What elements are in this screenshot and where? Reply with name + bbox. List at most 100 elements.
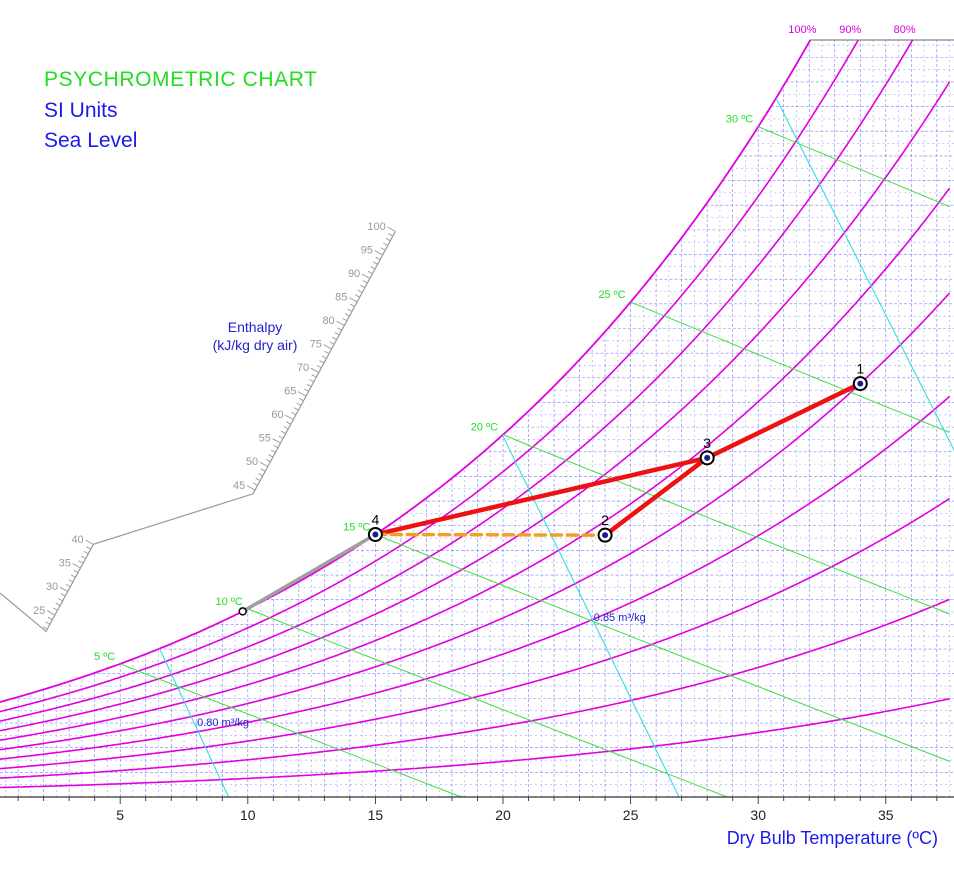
chart-subtitle-altitude: Sea Level — [44, 129, 138, 152]
enthalpy-tick-label: 40 — [71, 534, 83, 546]
rh-curve-100 — [0, 39, 812, 703]
enthalpy-tick-label: 70 — [297, 362, 309, 374]
enthalpy-tick-label: 60 — [271, 409, 283, 421]
enthalpy-tick — [59, 586, 69, 592]
enthalpy-tick — [293, 407, 299, 411]
wet-bulb-label-15: 15 ºC — [343, 521, 370, 533]
enthalpy-tick — [68, 579, 74, 583]
volume-line-0.9 — [775, 97, 954, 452]
enthalpy-tick — [268, 454, 274, 458]
enthalpy-tick — [291, 412, 297, 416]
enthalpy-tick-label: 25 — [33, 605, 45, 617]
enthalpy-tick — [252, 482, 258, 486]
enthalpy-tick — [70, 574, 76, 578]
enthalpy-tick-label: 90 — [348, 268, 360, 280]
enthalpy-tick — [321, 355, 327, 359]
enthalpy-tick-label: 55 — [259, 433, 271, 445]
wet-bulb-line-20 — [502, 434, 950, 615]
process-lines — [240, 381, 863, 614]
enthalpy-tick — [52, 607, 58, 611]
state-point-dot-3 — [704, 454, 711, 461]
enthalpy-tick — [58, 598, 63, 602]
enthalpy-tick — [385, 238, 391, 242]
humidity-grid — [0, 39, 954, 797]
enthalpy-tick-label: 65 — [284, 386, 296, 398]
enthalpy-label-line1: Enthalpy — [227, 319, 283, 335]
volume-line-0.8 — [159, 648, 230, 798]
enthalpy-tick — [272, 438, 281, 444]
enthalpy-tick — [316, 365, 322, 369]
rh-curve-20 — [0, 598, 950, 779]
rh-curve-40 — [0, 395, 951, 760]
enthalpy-tick — [344, 313, 350, 317]
wet-bulb-line-5 — [120, 663, 465, 798]
x-axis: 5 10 15 20 25 30 35 — [0, 796, 954, 823]
enthalpy-tick-label: 30 — [46, 581, 58, 593]
enthalpy-tick — [342, 318, 348, 322]
enthalpy-tick — [278, 435, 284, 439]
enthalpy-tick — [81, 555, 86, 559]
enthalpy-tick — [332, 336, 337, 340]
x-tick-label: 20 — [495, 807, 511, 823]
enthalpy-tick — [85, 539, 94, 545]
enthalpy-tick — [355, 294, 360, 298]
process-line-3-2 — [602, 455, 710, 538]
wet-bulb-label-30: 30 ºC — [726, 114, 753, 126]
enthalpy-tick — [86, 546, 92, 550]
enthalpy-tick — [283, 426, 289, 430]
enthalpy-tick — [255, 477, 261, 481]
enthalpy-scale-line — [0, 231, 396, 633]
wet-bulb-label-25: 25 ºC — [598, 289, 625, 301]
enthalpy-tick — [65, 584, 71, 588]
enthalpy-tick — [347, 308, 353, 312]
enthalpy-tick — [259, 461, 268, 467]
rh-curve-30 — [0, 497, 951, 770]
enthalpy-tick — [329, 341, 335, 345]
enthalpy-tick-label: 85 — [335, 292, 347, 304]
x-tick-label: 35 — [878, 807, 894, 823]
enthalpy-tick — [258, 473, 263, 477]
x-tick-label: 15 — [368, 807, 384, 823]
state-point-dot-4 — [372, 531, 379, 538]
rh-curve-90 — [0, 39, 859, 713]
enthalpy-tick — [388, 233, 394, 237]
rh-label-80: 80% — [894, 24, 916, 36]
enthalpy-tick — [298, 397, 304, 402]
enthalpy-tick — [367, 270, 373, 275]
enthalpy-tick — [310, 367, 320, 373]
wet-bulb-line-10 — [247, 608, 733, 798]
enthalpy-tick — [334, 332, 340, 336]
volume-lines: 0.80 m³/kg 0.85 m³/kg — [159, 97, 954, 798]
enthalpy-tick — [362, 280, 368, 284]
wet-bulb-label-10: 10 ºC — [216, 596, 243, 608]
enthalpy-axis-label: Enthalpy (kJ/kg dry air) — [200, 318, 310, 354]
chart-subtitle-units: SI Units — [44, 99, 118, 122]
state-point-label-3: 3 — [703, 435, 711, 451]
enthalpy-tick-label: 100 — [367, 221, 385, 233]
enthalpy-tick — [286, 421, 291, 425]
enthalpy-tick — [260, 468, 266, 472]
enthalpy-tick — [306, 383, 312, 387]
enthalpy-tick — [273, 444, 279, 449]
wet-bulb-label-5: 5 ºC — [94, 651, 115, 663]
chart-title: PSYCHROMETRIC CHART — [44, 68, 318, 91]
x-axis-label: Dry Bulb Temperature (ºC) — [726, 828, 938, 848]
enthalpy-tick — [297, 391, 307, 397]
process-line-3-4 — [373, 455, 710, 537]
volume-label-0.85: 0.85 m³/kg — [594, 612, 646, 624]
enthalpy-tick — [265, 459, 271, 463]
wet-bulb-lines: 5 ºC 10 ºC 15 ºC 20 ºC 25 ºC 30 ºC — [94, 114, 950, 798]
state-point-dot-2 — [602, 532, 609, 539]
x-tick-label: 10 — [240, 807, 256, 823]
enthalpy-tick — [323, 344, 332, 350]
state-point-label-2: 2 — [601, 512, 609, 528]
enthalpy-tick — [45, 621, 51, 625]
enthalpy-tick — [374, 250, 383, 256]
rh-curves: 100% 90% 80% — [0, 24, 951, 789]
enthalpy-tick — [337, 327, 343, 331]
rh-curve-10 — [0, 698, 950, 789]
enthalpy-tick-label: 80 — [322, 315, 334, 327]
enthalpy-tick-label: 45 — [233, 480, 245, 492]
state-point-label-1: 1 — [856, 361, 864, 377]
